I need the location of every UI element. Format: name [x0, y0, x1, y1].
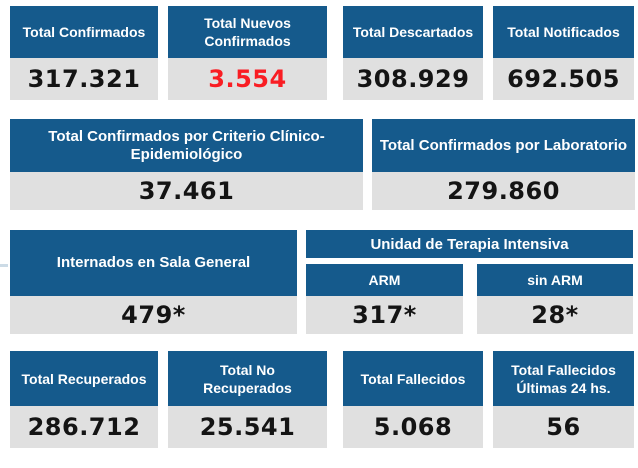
- stat-label: Total Fallecidos Últimas 24 hs.: [493, 351, 634, 406]
- stat-label: Total Recuperados: [10, 351, 158, 406]
- stat-value: 317.321: [10, 58, 158, 100]
- card-total-notificados: Total Notificados 692.505: [493, 6, 634, 100]
- stat-value: 56: [493, 406, 634, 448]
- card-total-confirmados: Total Confirmados 317.321: [10, 6, 158, 100]
- card-total-descartados: Total Descartados 308.929: [343, 6, 483, 100]
- stat-value: 308.929: [343, 58, 483, 100]
- stat-label: Total Confirmados: [10, 6, 158, 58]
- stat-value: 692.505: [493, 58, 634, 100]
- stat-value: 279.860: [372, 172, 635, 210]
- card-fallecidos-24hs: Total Fallecidos Últimas 24 hs. 56: [493, 351, 634, 448]
- card-confirmados-criterio-clinico: Total Confirmados por Criterio Clínico-E…: [10, 119, 363, 210]
- stats-row-totals: Total Confirmados 317.321 Total Nuevos C…: [0, 6, 638, 100]
- stat-value: 25.541: [168, 406, 327, 448]
- card-total-recuperados: Total Recuperados 286.712: [10, 351, 158, 448]
- stats-row-hospitalized: Internados en Sala General 479* Unidad d…: [0, 230, 638, 334]
- stat-value: 5.068: [343, 406, 483, 448]
- stat-value: 37.461: [10, 172, 363, 210]
- card-total-no-recuperados: Total No Recuperados 25.541: [168, 351, 327, 448]
- stat-label: Total Confirmados por Criterio Clínico-E…: [10, 119, 363, 172]
- card-total-fallecidos: Total Fallecidos 5.068: [343, 351, 483, 448]
- stat-label: Total Nuevos Confirmados: [168, 6, 327, 58]
- stat-label: Total Confirmados por Laboratorio: [372, 119, 635, 172]
- uti-subcards: ARM 317* sin ARM 28*: [306, 264, 633, 334]
- stat-value: 479*: [10, 296, 297, 334]
- stat-value: 286.712: [10, 406, 158, 448]
- stat-value: 28*: [477, 296, 633, 334]
- stat-label: Total No Recuperados: [168, 351, 327, 406]
- stat-label: Total Notificados: [493, 6, 634, 58]
- card-uti-sin-arm: sin ARM 28*: [477, 264, 633, 334]
- stat-label: Total Fallecidos: [343, 351, 483, 406]
- card-confirmados-laboratorio: Total Confirmados por Laboratorio 279.86…: [372, 119, 635, 210]
- stat-value: 317*: [306, 296, 463, 334]
- stats-row-outcomes: Total Recuperados 286.712 Total No Recup…: [0, 351, 638, 448]
- uti-panel: Unidad de Terapia Intensiva ARM 317* sin…: [306, 230, 633, 334]
- card-total-nuevos-confirmados: Total Nuevos Confirmados 3.554: [168, 6, 327, 100]
- stat-value-highlighted: 3.554: [168, 58, 327, 100]
- stat-label: ARM: [306, 264, 463, 296]
- stat-label: Total Descartados: [343, 6, 483, 58]
- card-uti-arm: ARM 317*: [306, 264, 463, 334]
- card-internados-sala-general: Internados en Sala General 479*: [10, 230, 297, 334]
- stats-row-confirmation-criteria: Total Confirmados por Criterio Clínico-E…: [0, 119, 638, 210]
- edge-artifact-dash: [0, 264, 8, 267]
- stat-label: sin ARM: [477, 264, 633, 296]
- uti-panel-title: Unidad de Terapia Intensiva: [306, 230, 633, 258]
- stat-label: Internados en Sala General: [10, 230, 297, 296]
